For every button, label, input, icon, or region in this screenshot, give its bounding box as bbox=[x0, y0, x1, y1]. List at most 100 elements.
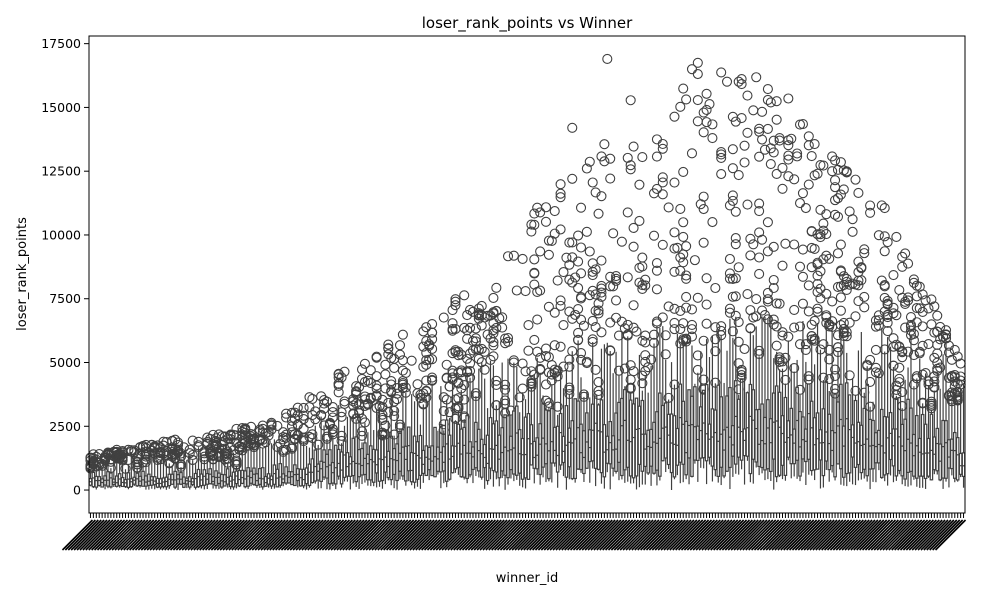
x-tick-label bbox=[403, 519, 435, 551]
outlier-point bbox=[771, 168, 782, 180]
x-tick-label bbox=[441, 519, 473, 551]
box-group bbox=[628, 141, 639, 484]
outlier-point bbox=[465, 372, 476, 383]
outlier-point bbox=[774, 298, 785, 309]
box bbox=[739, 378, 744, 461]
box-group bbox=[651, 134, 662, 486]
outlier-point bbox=[844, 370, 855, 381]
outlier-point bbox=[882, 326, 893, 337]
x-tick-label bbox=[625, 519, 657, 551]
x-tick-label bbox=[184, 519, 216, 551]
outlier-point bbox=[754, 268, 765, 280]
outlier-point bbox=[628, 141, 639, 152]
outlier-point bbox=[400, 387, 411, 398]
outlier-point bbox=[637, 283, 648, 294]
outlier-point bbox=[427, 374, 438, 385]
outlier-point bbox=[716, 152, 727, 163]
outlier-point bbox=[356, 430, 368, 441]
x-tick-label bbox=[447, 519, 479, 551]
x-tick-label bbox=[67, 519, 99, 551]
outlier-point bbox=[470, 391, 481, 402]
outlier-point bbox=[818, 372, 829, 383]
outlier-point bbox=[952, 395, 963, 406]
outlier-point bbox=[546, 235, 557, 246]
outlier-point bbox=[865, 207, 876, 218]
box bbox=[354, 436, 358, 483]
outlier-point bbox=[573, 256, 584, 267]
outlier-point bbox=[558, 319, 569, 331]
outlier-point bbox=[418, 361, 429, 372]
outlier-point bbox=[333, 372, 344, 383]
x-tick-label bbox=[821, 519, 853, 551]
outlier-point bbox=[812, 168, 823, 179]
box bbox=[135, 472, 139, 487]
outlier-point bbox=[754, 345, 765, 356]
x-tick-label bbox=[190, 519, 222, 551]
box bbox=[418, 434, 423, 476]
x-tick-label bbox=[426, 519, 459, 551]
box bbox=[877, 429, 881, 464]
box bbox=[882, 416, 887, 476]
box-group bbox=[313, 439, 324, 489]
outlier-point bbox=[663, 202, 674, 213]
outlier-point bbox=[686, 331, 698, 342]
outlier-point bbox=[292, 402, 303, 413]
box bbox=[655, 411, 659, 471]
outlier-point bbox=[891, 310, 902, 321]
x-tick-label bbox=[555, 519, 587, 551]
box-group bbox=[648, 188, 660, 475]
outlier-point bbox=[745, 233, 756, 244]
x-tick-label bbox=[876, 519, 908, 551]
x-tick-label bbox=[161, 519, 193, 551]
outlier-point bbox=[324, 417, 335, 428]
x-tick-label bbox=[181, 519, 213, 551]
outlier-point bbox=[657, 239, 668, 250]
outlier-point bbox=[447, 318, 458, 329]
box-group bbox=[888, 346, 893, 476]
outlier-point bbox=[657, 189, 668, 200]
box bbox=[952, 431, 957, 479]
outlier-point bbox=[940, 329, 952, 340]
x-tick-label bbox=[748, 519, 780, 551]
box bbox=[509, 435, 513, 471]
x-tick-label bbox=[76, 519, 108, 551]
x-tick-label bbox=[473, 519, 505, 551]
x-tick-label bbox=[111, 519, 143, 551]
box bbox=[547, 410, 551, 480]
outlier-point bbox=[631, 326, 642, 337]
x-tick-label bbox=[397, 519, 429, 551]
x-tick-label bbox=[932, 519, 964, 551]
outlier-point bbox=[465, 322, 476, 333]
outlier-point bbox=[634, 277, 645, 288]
outlier-point bbox=[514, 392, 525, 403]
x-tick-label bbox=[260, 519, 292, 551]
outlier-point bbox=[575, 314, 587, 325]
x-tick-label bbox=[432, 519, 464, 551]
outlier-point bbox=[724, 273, 735, 284]
box bbox=[567, 427, 572, 468]
box bbox=[383, 437, 388, 473]
box bbox=[333, 444, 338, 485]
x-tick-label bbox=[678, 519, 710, 551]
box-group bbox=[593, 208, 604, 471]
outlier-point bbox=[754, 151, 765, 162]
y-tick-label: 15000 bbox=[41, 100, 81, 115]
box bbox=[316, 463, 321, 481]
box bbox=[658, 392, 662, 477]
outlier-point bbox=[605, 345, 616, 356]
box-group bbox=[444, 381, 455, 481]
x-tick-label bbox=[368, 519, 400, 551]
outlier-point bbox=[932, 357, 943, 368]
x-tick-label bbox=[812, 519, 844, 551]
x-tick-label bbox=[593, 519, 625, 551]
box bbox=[681, 400, 686, 465]
chart-title: loser_rank_points vs Winner bbox=[422, 14, 633, 33]
x-tick-label bbox=[202, 519, 234, 551]
outlier-point bbox=[459, 290, 470, 301]
box bbox=[637, 405, 642, 466]
outlier-point bbox=[698, 127, 709, 138]
outlier-point bbox=[240, 425, 251, 436]
outlier-point bbox=[386, 375, 397, 387]
x-tick-label bbox=[885, 519, 917, 551]
x-tick-label bbox=[628, 519, 660, 551]
